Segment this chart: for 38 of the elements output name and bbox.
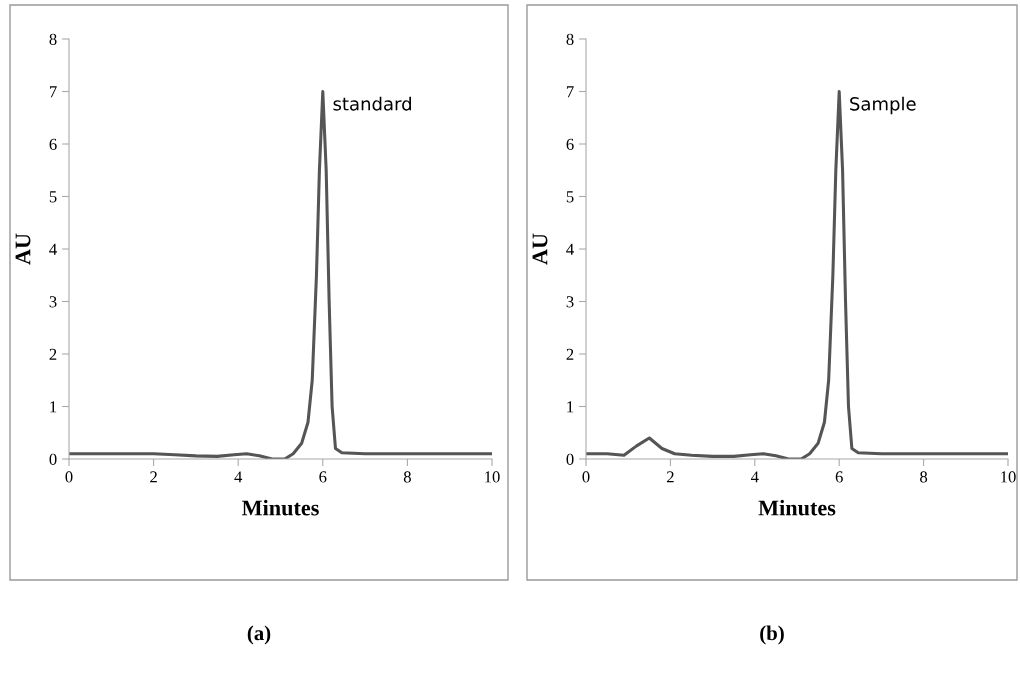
x-tick-label: 10 — [1001, 471, 1016, 483]
y-tick-label: 3 — [566, 296, 574, 308]
y-axis-title: AU — [532, 233, 548, 265]
y-tick-label: 0 — [49, 453, 57, 465]
y-tick-label: 7 — [49, 86, 57, 98]
y-tick-label: 1 — [567, 401, 574, 413]
x-tick-label: 2 — [666, 471, 674, 483]
annotation: Sample — [850, 96, 916, 115]
x-axis-title: Minutes — [241, 499, 319, 516]
y-tick-label: 5 — [566, 191, 574, 203]
y-tick-label: 2 — [49, 348, 57, 360]
x-tick-label: 4 — [234, 471, 243, 483]
y-tick-label: 4 — [566, 243, 574, 255]
y-tick-label: 0 — [566, 453, 574, 465]
x-tick-label: 6 — [835, 471, 843, 483]
y-tick-label: 2 — [566, 348, 574, 360]
y-tick-label: 7 — [566, 86, 574, 98]
x-tick-label: 0 — [65, 471, 73, 483]
x-axis-title: Minutes — [758, 499, 836, 516]
x-tick-label: 4 — [750, 471, 759, 483]
annotation: standard — [333, 96, 411, 111]
x-tick-label: 0 — [582, 471, 590, 483]
y-tick-label: 4 — [49, 243, 57, 255]
y-tick-label: 6 — [49, 138, 57, 150]
y-tick-label: 6 — [566, 138, 574, 150]
x-tick-label: 8 — [403, 471, 411, 483]
text: (a) — [247, 625, 271, 645]
x-tick-label: 2 — [150, 471, 157, 483]
y-tick-label: 8 — [566, 33, 574, 45]
text: (b) — [760, 625, 784, 645]
y-tick-label: 1 — [50, 401, 57, 413]
y-axis-title: AU — [15, 233, 31, 265]
x-tick-label: 6 — [319, 471, 327, 483]
y-tick-label: 3 — [49, 296, 57, 308]
y-tick-label: 8 — [49, 33, 57, 45]
x-tick-label: 10 — [485, 471, 500, 483]
x-tick-label: 8 — [920, 471, 928, 483]
y-tick-label: 5 — [49, 191, 57, 203]
